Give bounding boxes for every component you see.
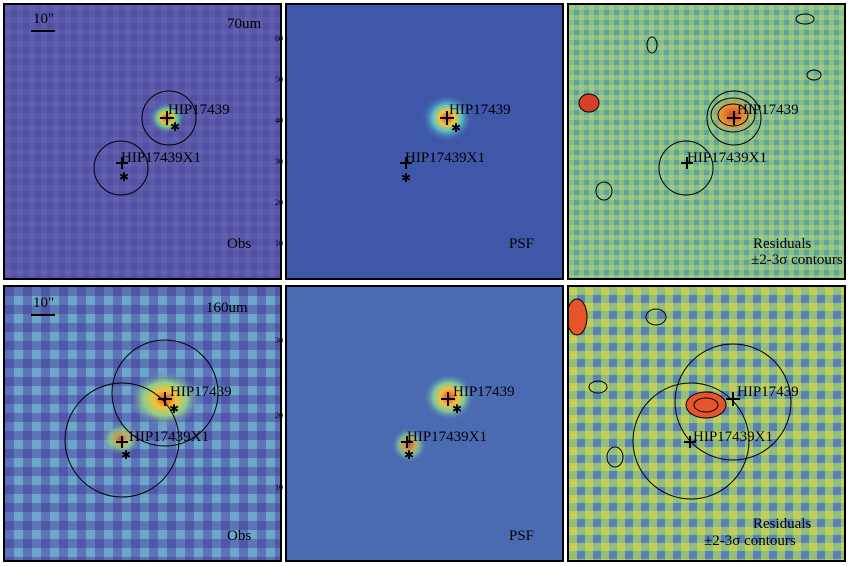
svg-text:✱: ✱ bbox=[452, 402, 462, 416]
tick-label: 30 bbox=[275, 336, 283, 345]
image-70um-obs: ✱ ✱ bbox=[5, 5, 280, 278]
svg-text:✱: ✱ bbox=[170, 120, 180, 134]
image-160um-psf: ✱ ✱ bbox=[287, 287, 562, 560]
corner-label: Obs bbox=[227, 528, 252, 544]
corner-label: Obs bbox=[227, 236, 252, 252]
tick-label: 20 bbox=[275, 198, 283, 207]
corner-label-line2: ±2-3σ contours bbox=[751, 252, 843, 268]
source-label-primary: HIP17439 bbox=[737, 384, 799, 400]
tick-label: 30 bbox=[275, 157, 283, 166]
tick-label: 40 bbox=[275, 116, 283, 125]
tick-label: 10 bbox=[275, 239, 283, 248]
svg-text:✱: ✱ bbox=[121, 448, 131, 462]
scale-bar-label: 10" bbox=[33, 295, 55, 311]
panel-70um-psf: ✱ ✱ HIP17439 HIP17439X1 PSF bbox=[285, 3, 564, 280]
svg-text:✱: ✱ bbox=[401, 171, 411, 185]
source-label-secondary: HIP17439X1 bbox=[693, 429, 774, 445]
image-160um-residuals bbox=[569, 287, 844, 560]
corner-label: PSF bbox=[509, 236, 535, 252]
scale-bar-label: 10" bbox=[33, 11, 55, 27]
corner-label-line1: Residuals bbox=[753, 236, 812, 252]
panel-70um-residuals: HIP17439 HIP17439X1 Residuals ±2-3σ cont… bbox=[567, 3, 846, 280]
svg-text:✱: ✱ bbox=[404, 448, 414, 462]
svg-text:✱: ✱ bbox=[451, 121, 461, 135]
corner-label-line2: ±2-3σ contours bbox=[704, 533, 796, 549]
band-label: 160um bbox=[206, 300, 248, 316]
source-label-primary: HIP17439 bbox=[449, 102, 511, 118]
source-label-secondary: HIP17439X1 bbox=[405, 150, 486, 166]
source-label-primary: HIP17439 bbox=[168, 102, 230, 118]
band-label: 70um bbox=[227, 16, 262, 32]
tick-label: 10 bbox=[275, 483, 283, 492]
panel-160um-residuals: HIP17439 HIP17439X1 Residuals ±2-3σ cont… bbox=[567, 285, 846, 562]
source-label-secondary: HIP17439X1 bbox=[407, 429, 488, 445]
image-70um-psf: ✱ ✱ bbox=[287, 5, 562, 278]
source-label-secondary: HIP17439X1 bbox=[687, 150, 768, 166]
source-label-secondary: HIP17439X1 bbox=[121, 150, 202, 166]
svg-text:✱: ✱ bbox=[169, 402, 179, 416]
source-label-primary: HIP17439 bbox=[737, 102, 799, 118]
tick-label: 50 bbox=[275, 75, 283, 84]
source-label-primary: HIP17439 bbox=[453, 384, 515, 400]
corner-label: PSF bbox=[509, 528, 535, 544]
source-label-primary: HIP17439 bbox=[170, 384, 232, 400]
image-70um-residuals bbox=[569, 5, 844, 278]
panel-160um-obs: ✱ ✱ 10" 160um HIP17439 HIP17439X1 Obs bbox=[3, 285, 282, 562]
svg-text:✱: ✱ bbox=[119, 170, 129, 184]
panel-70um-obs: ✱ ✱ 10" 70um HIP17439 HIP17439X1 Obs bbox=[3, 3, 282, 280]
source-label-secondary: HIP17439X1 bbox=[129, 429, 210, 445]
panel-160um-psf: ✱ ✱ HIP17439 HIP17439X1 PSF bbox=[285, 285, 564, 562]
corner-label-line1: Residuals bbox=[753, 516, 812, 532]
image-160um-obs: ✱ ✱ bbox=[5, 287, 280, 560]
tick-label: 20 bbox=[275, 411, 283, 420]
tick-label: 60 bbox=[275, 34, 283, 43]
